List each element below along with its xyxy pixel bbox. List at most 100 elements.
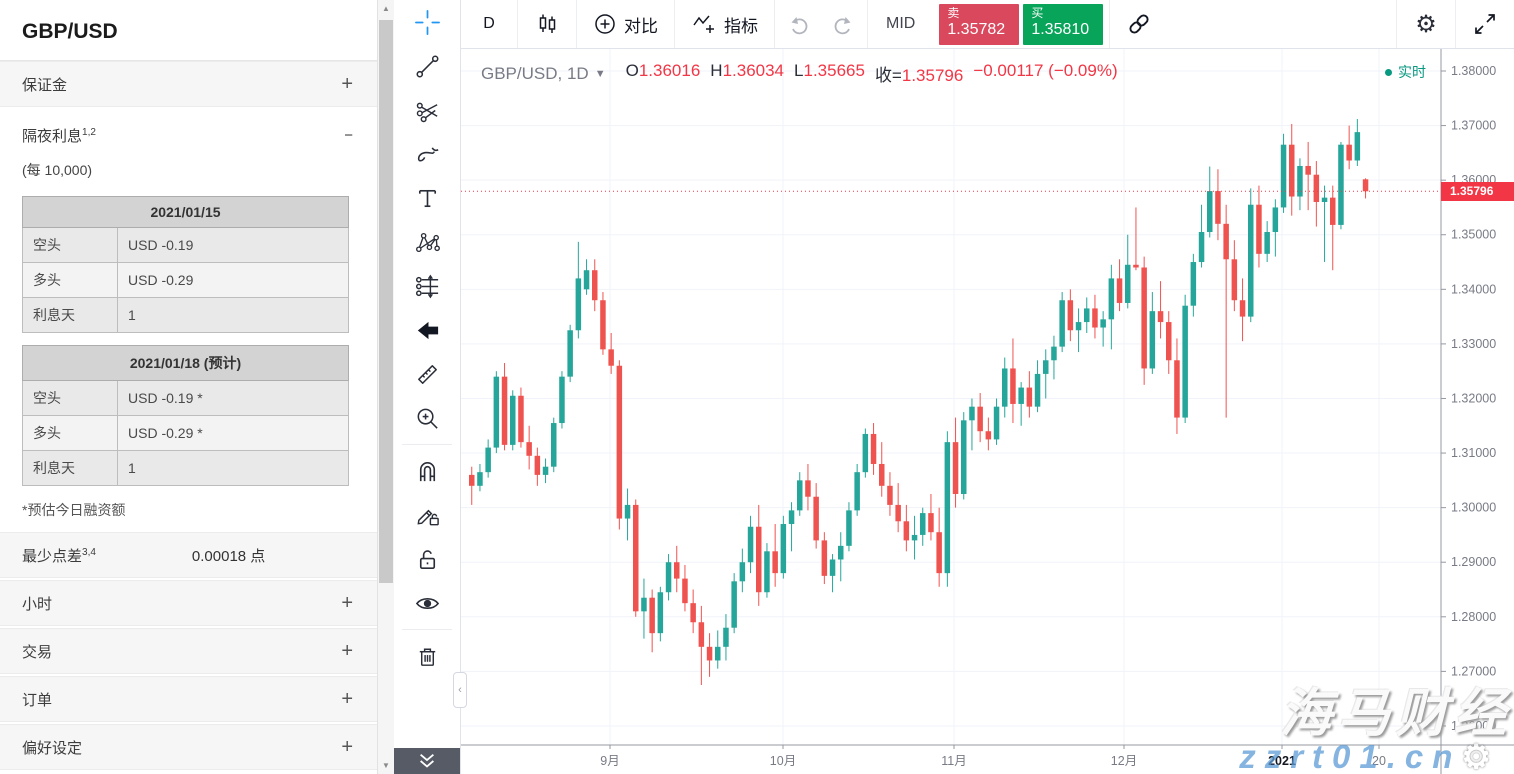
crosshair-tool-button[interactable] [394, 0, 461, 44]
candle-body [797, 480, 803, 511]
magnet-icon [419, 461, 436, 481]
candle-body [788, 510, 795, 525]
link-button[interactable] [1110, 0, 1168, 48]
candle-body [551, 423, 557, 467]
zoom-in-tool-button[interactable] [394, 396, 461, 440]
candle-body [1141, 267, 1147, 369]
realtime-status: 实时 [1385, 62, 1426, 82]
table-row: 利息天 1 [22, 297, 349, 333]
candle-body [592, 270, 598, 301]
candle-body [813, 496, 819, 541]
toolbar-collapse-handle[interactable]: ‹ [453, 672, 467, 708]
trend-line-tool-button[interactable] [394, 44, 461, 88]
stay-drawing-mode-button[interactable] [394, 493, 461, 537]
candle-body [575, 278, 582, 331]
candle-body [1075, 322, 1082, 331]
candle-body [1108, 278, 1115, 320]
symbol-interval-label[interactable]: GBP/USD, 1D [481, 63, 589, 83]
margin-label: 保证金 [22, 76, 68, 94]
chevron-down-icon[interactable]: ▼ [594, 67, 606, 80]
chart-toolbar: D 对比 [461, 0, 1514, 49]
position-tool-button[interactable] [394, 264, 461, 308]
mid-price-mode[interactable]: MID [886, 15, 916, 32]
candle-body [534, 455, 541, 475]
candle-body [1239, 300, 1246, 317]
candle-body [723, 627, 729, 647]
expand-icon[interactable] [341, 736, 353, 759]
table-row: 空头 USD -0.19 [22, 227, 349, 263]
expand-icon[interactable] [341, 592, 353, 615]
chart-area[interactable]: 1.38000 1.37000 1.36000 1.35000 1.34000 1.330… [461, 49, 1514, 774]
text-icon [418, 189, 437, 207]
candle-body [616, 365, 623, 519]
scroll-up-icon[interactable]: ▲ [382, 4, 390, 13]
price-tick-label: 1.35000 [1451, 228, 1496, 242]
price-tick-label: 1.30000 [1451, 501, 1496, 515]
candle-body [911, 534, 918, 541]
overnight-label: 隔夜利息 [22, 128, 83, 145]
measure-tool-button[interactable] [394, 352, 461, 396]
sidebar-section-preferences[interactable]: 偏好设定 [0, 724, 377, 770]
candle-body [1313, 174, 1320, 202]
candle-body [698, 622, 705, 647]
overnight-header[interactable]: 隔夜利息1,2 [0, 109, 377, 152]
price-tick-label: 1.29000 [1451, 555, 1496, 569]
overnight-table-current: 2021/01/15 空头 USD -0.19 多头 USD -0.29 利息天 1 [22, 196, 349, 333]
arrow-tool-button[interactable] [394, 308, 461, 352]
time-axis[interactable] [461, 745, 1441, 774]
instrument-info-sidebar: GBP/USD 保证金 隔夜利息1,2 (每 10,000) 2021/01/1… [0, 0, 394, 774]
settings-button[interactable]: ⚙ [1397, 0, 1455, 48]
candle-body [1305, 165, 1311, 175]
remove-drawings-button[interactable] [394, 634, 461, 678]
xabcd-pattern-icon [416, 232, 440, 252]
candle-body [1297, 165, 1303, 197]
candle-body [1125, 264, 1131, 303]
expand-icon[interactable] [341, 73, 353, 96]
candlestick-chart[interactable]: 1.380001.370001.360001.350001.340001.330… [461, 49, 1514, 774]
toolbar-more-button[interactable] [394, 748, 460, 774]
candle-body [649, 597, 655, 634]
lock-drawings-button[interactable] [394, 537, 461, 581]
sell-button[interactable]: 卖 1.35782 [939, 3, 1020, 45]
candle-body [1043, 360, 1049, 374]
scrollbar-thumb[interactable] [379, 20, 393, 583]
redo-icon[interactable] [831, 13, 853, 35]
candle-body [690, 603, 696, 623]
candle-body [1067, 300, 1074, 331]
expand-icon[interactable] [341, 640, 353, 663]
fullscreen-icon [1475, 14, 1495, 34]
time-tick-label: 12月 [1111, 754, 1137, 768]
scroll-down-icon[interactable]: ▼ [382, 761, 390, 770]
hide-drawings-button[interactable] [394, 581, 461, 625]
sidebar-section-orders[interactable]: 订单 [0, 676, 377, 722]
candle-body [1018, 387, 1024, 404]
candle-body [887, 485, 893, 505]
chart-type-button[interactable] [518, 0, 576, 48]
undo-icon[interactable] [789, 13, 811, 35]
candle-body [1026, 387, 1033, 407]
indicators-button[interactable]: 指标 [675, 0, 774, 48]
gann-tools-button[interactable] [394, 88, 461, 132]
collapse-icon[interactable] [344, 127, 353, 144]
chart-panel: D 对比 [461, 0, 1514, 774]
expand-icon[interactable] [341, 688, 353, 711]
candle-body [969, 406, 975, 421]
fullscreen-button[interactable] [1456, 0, 1514, 48]
open-value: O1.36016 [625, 61, 701, 80]
sidebar-section-margin[interactable]: 保证金 [0, 61, 377, 107]
sidebar-section-hours[interactable]: 小时 [0, 580, 377, 626]
sidebar-scrollbar[interactable]: ▲ ▼ [377, 0, 394, 774]
candle-body [936, 532, 942, 574]
buy-button[interactable]: 买 1.35810 [1023, 3, 1104, 45]
brush-tool-button[interactable] [394, 132, 461, 176]
price-axis[interactable] [1441, 49, 1514, 745]
time-tick-label: 9月 [600, 754, 619, 768]
pattern-tool-button[interactable] [394, 220, 461, 264]
text-tool-button[interactable] [394, 176, 461, 220]
candle-body [665, 562, 672, 593]
magnet-mode-button[interactable] [394, 449, 461, 493]
sidebar-section-trading[interactable]: 交易 [0, 628, 377, 674]
interval-button[interactable]: D [483, 15, 495, 32]
compare-button[interactable]: 对比 [577, 0, 674, 48]
double-chevron-down-icon [420, 753, 434, 768]
